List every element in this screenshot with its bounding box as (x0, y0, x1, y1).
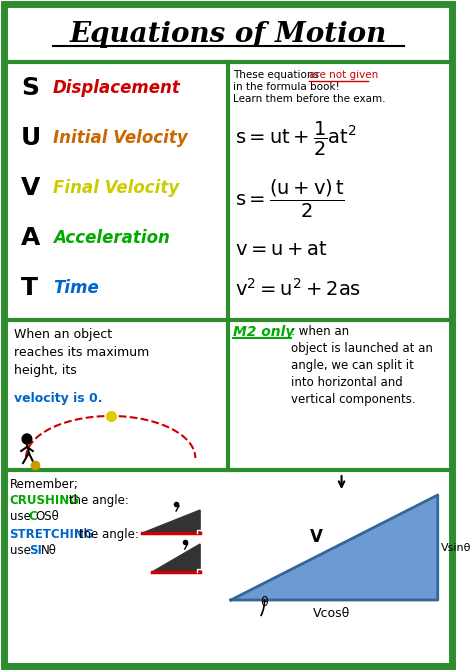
Text: When an object
reaches its maximum
height, its: When an object reaches its maximum heigh… (14, 328, 150, 377)
Text: velocity is 0.: velocity is 0. (14, 392, 103, 405)
Text: $\mathsf{s = \dfrac{(u+v)\,t}{2}}$: $\mathsf{s = \dfrac{(u+v)\,t}{2}}$ (235, 178, 345, 220)
Text: use: use (9, 510, 34, 523)
Polygon shape (231, 495, 438, 600)
Text: V: V (310, 529, 323, 547)
Text: S: S (21, 76, 39, 100)
Text: Acceleration: Acceleration (53, 229, 170, 247)
Text: Final Velocity: Final Velocity (53, 179, 179, 197)
Polygon shape (152, 544, 200, 572)
Text: A: A (21, 226, 41, 250)
Text: Time: Time (53, 279, 99, 297)
Text: These equations: These equations (233, 70, 322, 80)
Text: the angle:: the angle: (65, 494, 129, 507)
Text: are not given: are not given (309, 70, 378, 80)
Text: Displacement: Displacement (53, 79, 181, 97)
Text: U: U (21, 126, 41, 150)
Text: θ: θ (260, 596, 267, 609)
Text: C: C (29, 510, 37, 523)
Text: STRETCHING: STRETCHING (9, 528, 94, 541)
FancyBboxPatch shape (4, 4, 452, 666)
Text: Equations of Motion: Equations of Motion (69, 21, 387, 48)
Text: Vcosθ: Vcosθ (313, 607, 351, 620)
Text: Remember;: Remember; (9, 478, 79, 491)
Text: the angle:: the angle: (75, 528, 139, 541)
Text: T: T (21, 276, 38, 300)
Text: $\mathsf{v = u + at}$: $\mathsf{v = u + at}$ (235, 240, 328, 259)
Circle shape (22, 434, 32, 444)
Text: OSθ: OSθ (36, 510, 59, 523)
Polygon shape (142, 510, 200, 533)
Text: $\mathsf{v^2 = u^2 + 2as}$: $\mathsf{v^2 = u^2 + 2as}$ (235, 278, 361, 300)
Text: M2 only: M2 only (233, 325, 294, 339)
Text: V: V (21, 176, 41, 200)
Text: Vsinθ: Vsinθ (441, 543, 471, 553)
Text: in the formula book!: in the formula book! (233, 82, 339, 92)
Text: Initial Velocity: Initial Velocity (53, 129, 188, 147)
Text: SI: SI (29, 544, 42, 557)
Text: Learn them before the exam.: Learn them before the exam. (233, 94, 385, 104)
Text: use: use (9, 544, 34, 557)
Text: $\mathsf{s = ut + \dfrac{1}{2}at^2}$: $\mathsf{s = ut + \dfrac{1}{2}at^2}$ (235, 120, 356, 158)
Text: Nθ: Nθ (41, 544, 57, 557)
Text: : when an
object is launched at an
angle, we can split it
into horizontal and
ve: : when an object is launched at an angle… (291, 325, 432, 406)
Text: CRUSHING: CRUSHING (9, 494, 80, 507)
